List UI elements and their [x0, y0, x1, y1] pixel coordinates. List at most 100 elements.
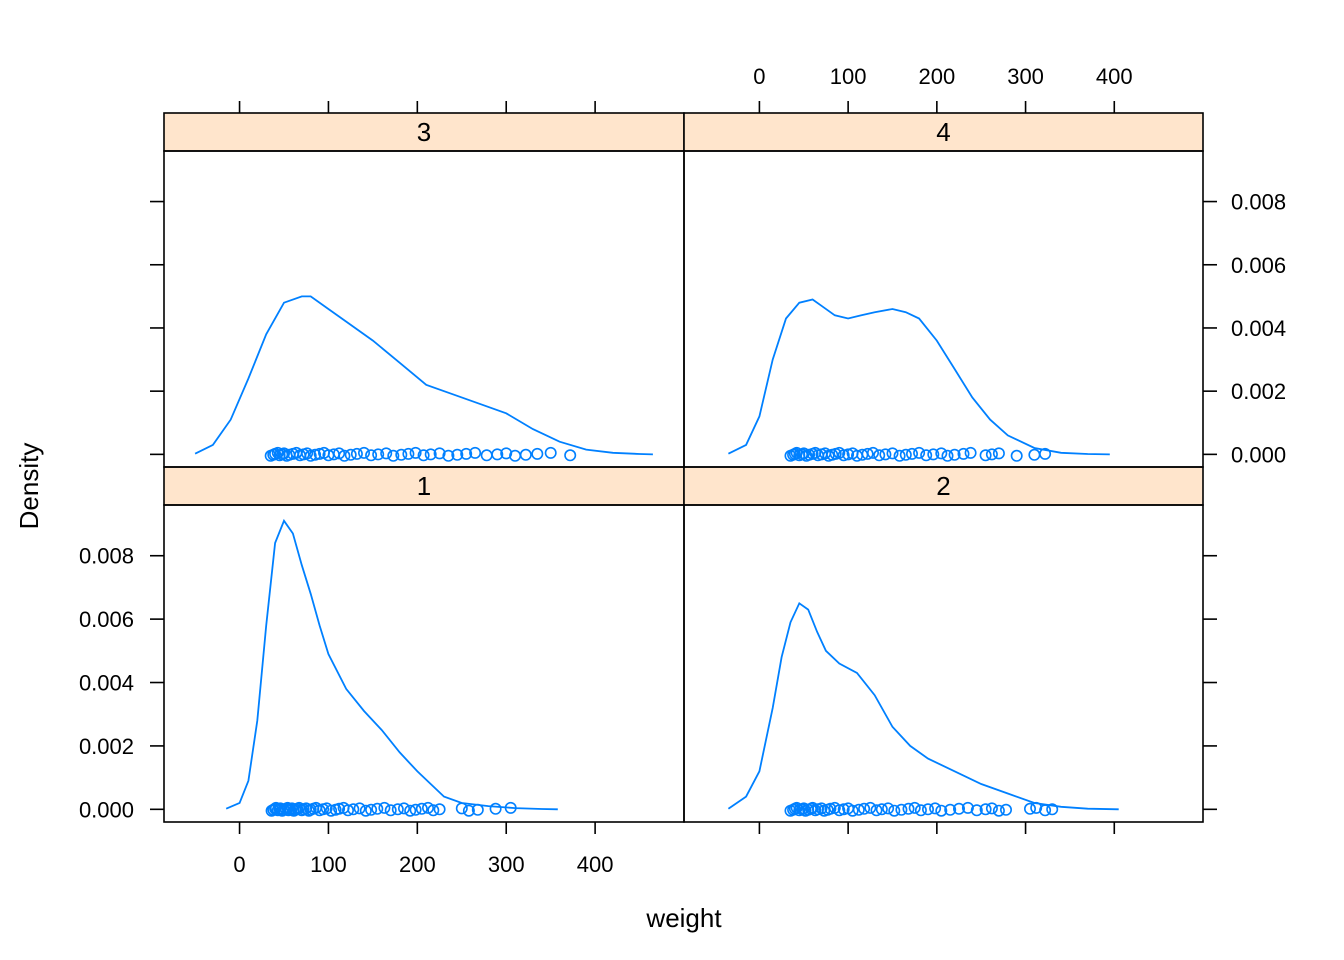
- panel-strip: [683, 112, 1204, 152]
- panel-strip-label: 2: [936, 471, 950, 501]
- data-point: [333, 802, 346, 815]
- x-tick-label: 400: [1096, 64, 1133, 89]
- data-point: [391, 803, 404, 816]
- data-point: [353, 802, 366, 815]
- y-tick-label: 0.000: [79, 797, 134, 822]
- data-point: [309, 448, 322, 461]
- data-point: [858, 802, 871, 815]
- x-tick-label: 0: [753, 64, 765, 89]
- data-point: [913, 446, 926, 459]
- data-point: [325, 804, 338, 817]
- data-point: [277, 447, 290, 460]
- data-points: [784, 801, 1059, 817]
- data-point: [304, 449, 317, 462]
- data-point: [365, 803, 378, 816]
- data-point: [341, 804, 354, 817]
- data-point: [404, 804, 417, 817]
- data-point: [833, 804, 846, 817]
- data-point: [864, 801, 877, 814]
- data-point: [480, 449, 493, 462]
- panel-strip-label: 4: [936, 117, 950, 147]
- x-axis-title: weight: [645, 903, 722, 933]
- data-point: [852, 803, 865, 816]
- panel-strip: [683, 466, 1204, 506]
- data-point: [921, 803, 934, 816]
- data-point: [544, 446, 557, 459]
- data-point: [462, 804, 475, 817]
- data-point: [409, 803, 422, 816]
- x-tick-label: 0: [233, 852, 245, 877]
- panel-strip: [163, 466, 685, 506]
- data-point: [957, 447, 970, 460]
- y-tick-label: 0.000: [1231, 442, 1286, 467]
- data-point: [519, 448, 532, 461]
- data-point: [837, 449, 850, 462]
- y-axis-title: Density: [14, 443, 44, 530]
- data-points: [784, 446, 1052, 462]
- data-point: [914, 804, 927, 817]
- panel-frame: [163, 150, 685, 468]
- data-point: [415, 802, 428, 815]
- panel-frame: [683, 504, 1204, 823]
- data-point: [888, 804, 901, 817]
- data-point: [1046, 803, 1059, 816]
- data-point: [935, 447, 948, 460]
- panel-frame: [683, 150, 1204, 468]
- data-point: [999, 803, 1012, 816]
- x-tick-label: 100: [830, 64, 867, 89]
- data-point: [861, 447, 874, 460]
- data-point: [372, 448, 385, 461]
- data-point: [873, 449, 886, 462]
- y-tick-label: 0.004: [1231, 316, 1286, 341]
- data-point: [899, 448, 912, 461]
- data-point: [424, 448, 437, 461]
- data-point: [879, 448, 892, 461]
- data-point: [886, 447, 899, 460]
- data-point: [979, 803, 992, 816]
- x-tick-label: 200: [399, 852, 436, 877]
- x-tick-label: 300: [488, 852, 525, 877]
- data-point: [350, 447, 363, 460]
- data-point: [985, 448, 998, 461]
- data-point: [1039, 804, 1052, 817]
- data-point: [866, 446, 879, 459]
- data-point: [952, 802, 965, 815]
- x-tick-label: 200: [918, 64, 955, 89]
- x-tick-label: 300: [1007, 64, 1044, 89]
- data-point: [905, 447, 918, 460]
- data-point: [380, 447, 393, 460]
- data-point: [357, 446, 370, 459]
- data-point: [1024, 802, 1037, 815]
- data-point: [895, 803, 908, 816]
- data-point: [870, 804, 883, 817]
- data-point: [387, 449, 400, 462]
- data-point: [920, 449, 933, 462]
- data-point: [815, 802, 828, 815]
- data-point: [893, 449, 906, 462]
- data-point: [979, 449, 992, 462]
- axes-layer: 0 100 200 300 400 0 100 200 300 400 0.000 0.002 0.00…: [79, 64, 1286, 877]
- data-point: [395, 448, 408, 461]
- data-point: [359, 804, 372, 817]
- data-point: [842, 448, 855, 461]
- panel-3: 3: [163, 112, 685, 468]
- data-point: [992, 447, 1005, 460]
- panel-strip-label: 3: [417, 117, 431, 147]
- panel-1: 1: [163, 466, 685, 823]
- data-point: [378, 801, 391, 814]
- data-point: [948, 448, 961, 461]
- x-tick-label: 400: [577, 852, 614, 877]
- data-point: [882, 802, 895, 815]
- data-point: [941, 449, 954, 462]
- data-point: [806, 801, 819, 814]
- density-line: [194, 295, 653, 456]
- data-point: [908, 801, 921, 814]
- data-point: [371, 802, 384, 815]
- data-point: [504, 801, 517, 814]
- data-point: [564, 449, 577, 462]
- data-point: [409, 446, 422, 459]
- data-point: [1010, 449, 1023, 462]
- data-point: [451, 448, 464, 461]
- data-point: [531, 447, 544, 460]
